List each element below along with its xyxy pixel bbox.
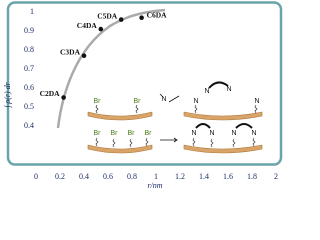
y-tick-label: 0.8	[24, 45, 34, 54]
point	[98, 26, 104, 32]
x-axis-label: r/nm	[147, 181, 162, 189]
y-tick-label: 0.9	[24, 26, 34, 35]
arrow	[159, 93, 180, 103]
y-tick-label: 0.6	[24, 83, 34, 92]
n-label: N	[209, 130, 214, 137]
n-label: N	[231, 130, 236, 137]
x-tick-label: 1.2	[175, 172, 185, 181]
point	[81, 53, 87, 58]
linker	[208, 81, 229, 89]
reagent-label: N	[161, 96, 166, 103]
point-label: C2DA	[40, 89, 61, 98]
y-tick-label: 0.7	[24, 64, 34, 73]
point	[139, 15, 144, 20]
chain	[95, 104, 139, 114]
br-label: Br	[128, 130, 136, 137]
y-tick-label: 1	[30, 7, 34, 16]
x-tick-label: 1.6	[223, 172, 233, 181]
point	[61, 95, 66, 100]
chain	[95, 137, 149, 148]
surface	[87, 144, 153, 154]
x-tick-label: 0.6	[103, 172, 113, 181]
n-label: N	[204, 88, 209, 95]
surface	[183, 111, 263, 121]
surface	[87, 111, 153, 121]
chain	[192, 137, 256, 148]
x-tick-label: 0.2	[55, 172, 65, 181]
fit-curve	[56, 8, 166, 129]
x-tick-label: 1.4	[199, 172, 209, 181]
arrow	[160, 137, 178, 143]
x-tick-label: 2	[274, 172, 278, 181]
surface	[183, 144, 263, 154]
br-label: Br	[134, 98, 142, 105]
x-tick-label: 1.8	[247, 172, 257, 181]
x-tick-label: 0	[34, 172, 38, 181]
linker	[195, 123, 253, 129]
x-tick-label: 0.8	[127, 172, 137, 181]
frame	[6, 1, 283, 166]
point-label: C5DA	[97, 11, 118, 20]
point-label: C3DA	[60, 47, 81, 56]
n-label: N	[191, 130, 196, 137]
br-label: Br	[111, 130, 119, 137]
n-label: N	[251, 130, 256, 137]
br-label: Br	[145, 130, 153, 137]
n-label: N	[226, 86, 231, 93]
n-label: N	[193, 98, 198, 105]
n-label: N	[254, 98, 259, 105]
y-tick-label: 0.5	[24, 102, 34, 111]
point-label: C6DA	[147, 10, 168, 19]
point-label: C4DA	[77, 21, 98, 30]
x-tick-label: 1	[154, 172, 158, 181]
page: ∫ ρ(r) dr r/nm Br Br N N N N N Br Br Br …	[2, 1, 283, 190]
point	[118, 17, 124, 22]
y-tick-label: 0.4	[24, 121, 34, 130]
br-label: Br	[94, 98, 102, 105]
y-axis-label: ∫ ρ(r) dr	[3, 81, 12, 108]
br-label: Br	[94, 130, 102, 137]
x-tick-label: 0.4	[79, 172, 89, 181]
chain	[194, 104, 258, 114]
schematic: Br Br N N N N N Br Br Br Br N N N N	[87, 81, 263, 154]
chart: ∫ ρ(r) dr r/nm Br Br N N N N N Br Br Br …	[3, 1, 283, 190]
